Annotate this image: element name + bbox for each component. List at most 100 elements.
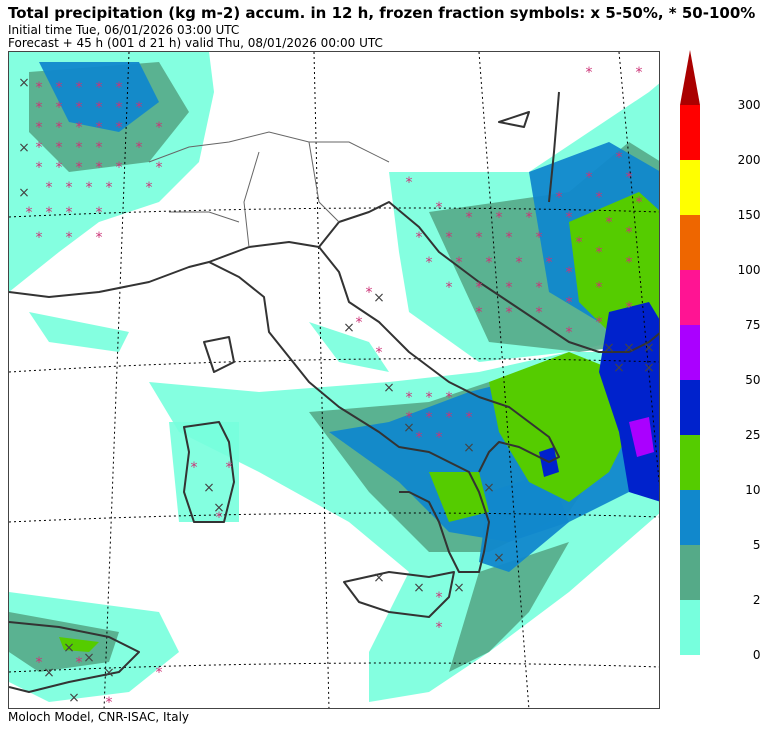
svg-text:*: * bbox=[596, 280, 603, 296]
svg-text:*: * bbox=[496, 210, 503, 226]
svg-text:*: * bbox=[156, 160, 163, 176]
legend-colorbar bbox=[680, 50, 700, 655]
svg-text:*: * bbox=[46, 180, 53, 196]
legend-label: 50.0 bbox=[745, 373, 760, 387]
svg-text:*: * bbox=[116, 160, 123, 176]
svg-text:×: × bbox=[68, 690, 80, 706]
legend-label: 75.0 bbox=[745, 318, 760, 332]
svg-text:*: * bbox=[46, 205, 53, 221]
svg-text:×: × bbox=[373, 290, 385, 306]
legend-label: 150.0 bbox=[737, 208, 760, 222]
legend-swatch bbox=[680, 270, 700, 325]
svg-text:*: * bbox=[36, 230, 43, 246]
svg-text:*: * bbox=[466, 410, 473, 426]
svg-text:*: * bbox=[556, 190, 563, 206]
svg-text:*: * bbox=[366, 285, 373, 301]
svg-text:×: × bbox=[83, 650, 95, 666]
svg-text:*: * bbox=[506, 230, 513, 246]
svg-text:*: * bbox=[406, 410, 413, 426]
svg-text:*: * bbox=[96, 160, 103, 176]
svg-text:*: * bbox=[516, 255, 523, 271]
legend-swatch bbox=[680, 160, 700, 215]
coastlines bbox=[9, 91, 659, 693]
svg-text:*: * bbox=[76, 655, 83, 671]
svg-text:*: * bbox=[106, 695, 113, 709]
legend-label: 25.0 bbox=[745, 428, 760, 442]
svg-text:*: * bbox=[406, 175, 413, 191]
svg-text:*: * bbox=[426, 390, 433, 406]
svg-text:*: * bbox=[476, 305, 483, 321]
svg-text:*: * bbox=[66, 205, 73, 221]
svg-text:×: × bbox=[203, 480, 215, 496]
legend-swatch bbox=[680, 435, 700, 490]
svg-text:×: × bbox=[18, 185, 30, 201]
svg-text:*: * bbox=[566, 295, 573, 311]
svg-text:×: × bbox=[403, 420, 415, 436]
svg-text:*: * bbox=[436, 430, 443, 446]
svg-text:*: * bbox=[106, 180, 113, 196]
svg-text:*: * bbox=[116, 120, 123, 136]
svg-text:*: * bbox=[86, 180, 93, 196]
legend-swatch bbox=[680, 325, 700, 380]
svg-text:*: * bbox=[406, 390, 413, 406]
svg-text:*: * bbox=[486, 255, 493, 271]
frozen-high-symbols: * * * * * * * * * * * * * * * * * * * * * * * * * * * * * * * * * *… bbox=[26, 65, 643, 709]
svg-text:*: * bbox=[56, 80, 63, 96]
svg-text:*: * bbox=[216, 510, 223, 526]
svg-text:×: × bbox=[103, 665, 115, 681]
svg-text:×: × bbox=[603, 340, 615, 356]
svg-text:*: * bbox=[416, 430, 423, 446]
svg-text:*: * bbox=[586, 170, 593, 186]
svg-text:*: * bbox=[476, 280, 483, 296]
svg-text:*: * bbox=[446, 390, 453, 406]
svg-text:×: × bbox=[373, 570, 385, 586]
svg-text:×: × bbox=[413, 580, 425, 596]
svg-text:*: * bbox=[226, 460, 233, 476]
svg-text:×: × bbox=[18, 75, 30, 91]
svg-text:×: × bbox=[483, 480, 495, 496]
svg-text:×: × bbox=[213, 500, 225, 516]
legend-label: 300.0 bbox=[737, 98, 760, 112]
svg-text:*: * bbox=[56, 100, 63, 116]
svg-text:×: × bbox=[43, 665, 55, 681]
svg-text:*: * bbox=[506, 305, 513, 321]
svg-text:*: * bbox=[626, 170, 633, 186]
svg-text:*: * bbox=[36, 160, 43, 176]
svg-text:×: × bbox=[643, 340, 655, 356]
svg-text:*: * bbox=[446, 230, 453, 246]
graticule bbox=[9, 52, 659, 708]
svg-text:*: * bbox=[576, 235, 583, 251]
legend-swatch bbox=[680, 490, 700, 545]
svg-text:*: * bbox=[426, 255, 433, 271]
svg-text:*: * bbox=[566, 325, 573, 341]
legend-swatch bbox=[680, 380, 700, 435]
svg-text:*: * bbox=[596, 245, 603, 261]
precipitation-map: * * * * * * * * * * * * * * * * * * * * * * * * * * * * * * * * * *… bbox=[8, 51, 660, 709]
svg-text:*: * bbox=[26, 205, 33, 221]
svg-text:*: * bbox=[76, 100, 83, 116]
legend-label: 5.0 bbox=[752, 538, 760, 552]
svg-text:×: × bbox=[493, 550, 505, 566]
svg-text:*: * bbox=[536, 280, 543, 296]
svg-text:*: * bbox=[426, 410, 433, 426]
svg-text:*: * bbox=[596, 315, 603, 331]
legend-swatch bbox=[680, 215, 700, 270]
svg-text:*: * bbox=[136, 140, 143, 156]
svg-text:*: * bbox=[466, 210, 473, 226]
legend-label: 2.5 bbox=[752, 593, 760, 607]
precip-field-heavy bbox=[59, 192, 659, 652]
svg-text:*: * bbox=[36, 100, 43, 116]
svg-text:×: × bbox=[613, 360, 625, 376]
svg-text:*: * bbox=[76, 80, 83, 96]
svg-text:*: * bbox=[626, 255, 633, 271]
svg-text:*: * bbox=[636, 195, 643, 211]
svg-text:*: * bbox=[146, 180, 153, 196]
forecast-time: Forecast + 45 h (001 d 21 h) valid Thu, … bbox=[8, 36, 383, 50]
svg-text:*: * bbox=[36, 120, 43, 136]
svg-text:*: * bbox=[536, 230, 543, 246]
svg-text:*: * bbox=[156, 120, 163, 136]
country-borders bbox=[148, 131, 390, 248]
frozen-low-symbols: × × × × × × × × × × × × × × × × × × × × × × × × × bbox=[18, 75, 655, 706]
svg-text:*: * bbox=[526, 210, 533, 226]
svg-text:*: * bbox=[96, 120, 103, 136]
